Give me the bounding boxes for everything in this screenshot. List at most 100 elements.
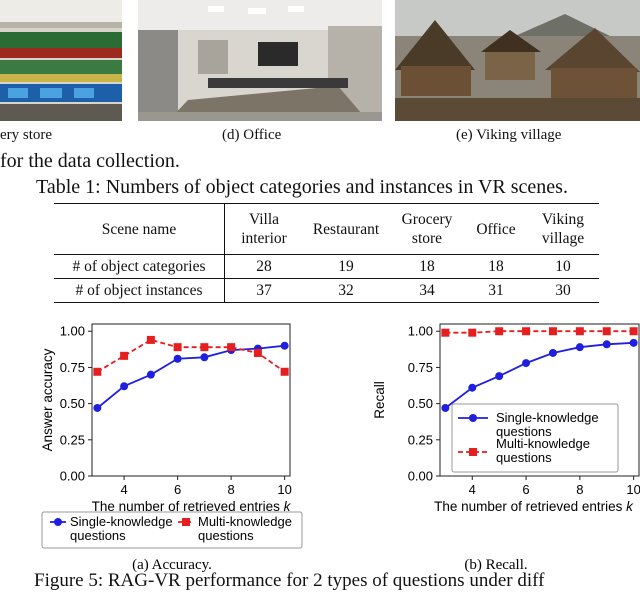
x-axis-label: The number of retrieved entries k [434,499,634,514]
series-line-1 [445,330,634,334]
data-point [522,359,531,368]
series-line-0 [444,341,634,409]
subfigure-caption: (b) Recall. [464,557,527,573]
table-cell: 19 [303,254,389,279]
data-point [629,327,638,336]
caption-c: ery store [0,127,53,143]
y-tick-label: 1.00 [60,324,85,339]
legend-box [41,511,303,549]
data-point [548,327,557,336]
x-tick-label: 6 [174,482,181,497]
data-point [629,338,638,347]
legend-label: Single-knowledge questions [496,410,599,439]
series-line-1 [96,338,286,373]
x-tick-label: 6 [522,482,529,497]
data-point [441,403,450,412]
y-tick-label: 0.25 [408,432,433,447]
legend-label: Single-knowledge questions [70,514,173,543]
table-cell: 18 [465,254,527,279]
table-cell: 34 [389,278,465,303]
figure-caption-bottom: Figure 5: RAG-VR performance for 2 types… [34,570,545,591]
x-tick-label: 4 [120,482,127,497]
table-row: # of object categories 28 19 18 18 10 [54,254,599,279]
header-cell: Grocery store [389,203,465,255]
x-tick-label: 10 [626,482,640,497]
header-cell: Villa interior [224,203,303,255]
y-axis-label: Answer accuracy [40,348,55,451]
data-point [227,343,236,352]
caption-d: (d) Office [222,127,282,143]
object-table: Scene name Villa interior Restaurant Gro… [54,203,599,303]
table-cell: 10 [527,254,599,279]
y-tick-label: 1.00 [408,324,433,339]
data-point [548,348,557,357]
legend-box [451,403,619,473]
caption-e: (e) Viking village [456,127,562,143]
office-image [138,0,382,121]
table-row: # of object instances 37 32 34 31 30 [54,278,599,303]
x-tick-label: 4 [469,482,476,497]
header-cell: Restaurant [303,203,389,255]
y-tick-label: 0.50 [60,396,85,411]
x-axis-label: The number of retrieved entries k [92,499,292,514]
data-point [173,354,182,363]
data-point [280,341,289,350]
table-cell: 30 [527,278,599,303]
data-point [495,372,504,381]
data-point [495,327,504,336]
data-point [120,351,129,360]
accuracy-chart: 0.00 0.25 0.50 0.75 1.00 4 6 8 10 The number of r… [40,323,303,573]
y-tick-label: 0.25 [60,432,85,447]
y-tick-label: 0.50 [408,396,433,411]
data-point [575,343,584,352]
series-line-0 [96,344,285,409]
legend-marker [182,518,190,526]
data-point [602,327,611,336]
data-point [93,403,102,412]
table-cell: 28 [224,254,303,279]
body-fragment: for the data collection. [0,150,180,172]
legend-marker [469,448,477,456]
header-cell: Office [465,203,527,255]
data-point [120,382,129,391]
data-point [173,343,182,352]
data-point [468,383,477,392]
data-point [200,353,209,362]
row-label: # of object categories [54,254,225,279]
table-header-row: Scene name Villa interior Restaurant Gro… [54,203,599,255]
y-axis-label: Recall [372,381,387,419]
legend-marker [54,518,62,526]
data-point [522,327,531,336]
legend-marker [469,414,477,422]
plot-frame [439,323,640,477]
table-cell: 18 [389,254,465,279]
x-tick-label: 8 [576,482,583,497]
grocery-store-image [0,0,122,121]
row-label: # of object instances [54,278,225,303]
data-point [93,367,102,376]
x-tick-label: 10 [277,482,291,497]
table-cell: 31 [465,278,527,303]
y-tick-label: 0.00 [60,469,85,484]
table-caption: Table 1: Numbers of object categories an… [36,176,568,198]
data-point [602,340,611,349]
plot-frame [91,323,291,477]
y-tick-label: 0.75 [60,360,85,375]
y-tick-label: 0.00 [408,469,433,484]
data-point [146,335,155,344]
data-point [468,328,477,337]
data-point [280,367,289,376]
data-point [200,343,209,352]
table-cell: 32 [303,278,389,303]
table-cell: 37 [224,278,303,303]
y-tick-label: 0.75 [408,360,433,375]
data-point [441,328,450,337]
header-cell: Scene name [54,203,225,255]
subfigure-caption: (a) Accuracy. [132,557,212,573]
viking-village-image [395,0,640,121]
legend-label: Multi-knowledge questions [496,436,590,465]
legend-label: Multi-knowledge questions [198,514,292,543]
recall-chart: 0.00 0.25 0.50 0.75 1.00 4 6 8 10 The number of r… [372,323,640,573]
data-point [253,348,262,357]
data-point [575,327,584,336]
